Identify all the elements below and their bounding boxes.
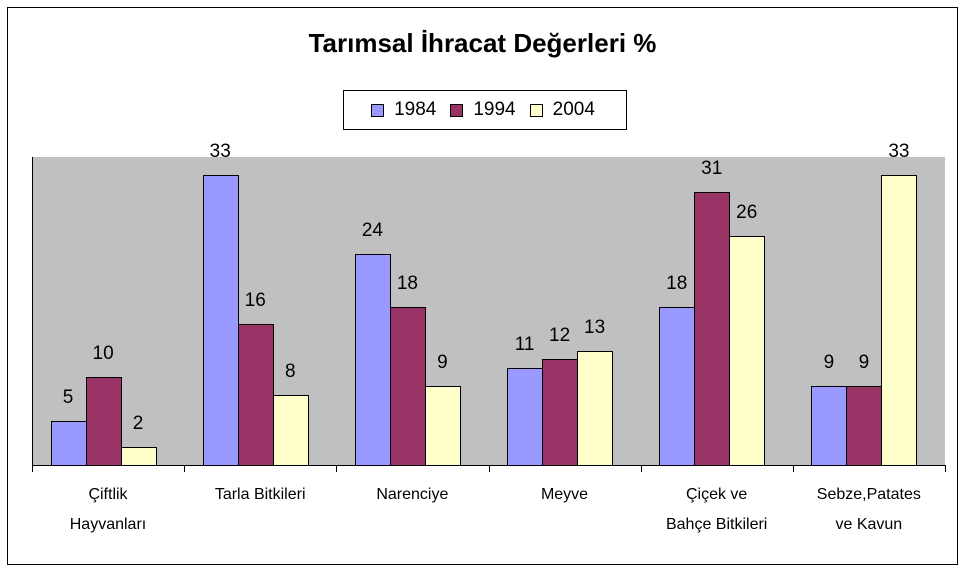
data-label: 33 (209, 140, 231, 162)
bar (542, 359, 579, 466)
bar (237, 324, 274, 466)
bar (507, 368, 544, 466)
legend-label: 1984 (394, 99, 437, 120)
legend-label: 1994 (473, 99, 516, 120)
x-tick-label: Sebze,Patates ve Kavun (816, 486, 921, 533)
data-label: 31 (701, 158, 723, 180)
chart-title: Tarımsal İhracat Değerleri % (308, 28, 657, 58)
data-label: 8 (284, 360, 296, 382)
legend-swatch (450, 103, 464, 117)
data-label: 2 (132, 413, 144, 435)
x-tick-label: Çiçek ve Bahçe Bitkileri (665, 486, 768, 533)
bar (120, 447, 157, 466)
chart-frame (7, 7, 958, 565)
data-label: 11 (514, 334, 535, 356)
bar (272, 394, 309, 466)
category-separator (640, 465, 642, 472)
bar (50, 421, 87, 466)
data-label: 10 (92, 343, 114, 364)
legend-label: 2004 (552, 99, 595, 120)
data-label: 9 (858, 351, 870, 373)
y-axis (32, 157, 33, 465)
data-label: 12 (549, 325, 571, 347)
x-tick-label: Çiftlik Hayvanları (69, 486, 147, 533)
bar (881, 174, 918, 466)
legend: 1984 1994 2004 (343, 90, 627, 130)
category-separator (792, 465, 794, 472)
data-label: 5 (62, 387, 74, 408)
data-label: 13 (584, 316, 606, 338)
x-tick-label: Meyve (540, 486, 589, 503)
category-separator (945, 465, 946, 472)
bar (202, 174, 239, 466)
legend-swatch (529, 103, 543, 117)
bar (729, 236, 766, 466)
bar (811, 385, 848, 466)
legend-swatch (371, 103, 385, 117)
data-label: 24 (361, 219, 383, 241)
plot-area (32, 157, 945, 465)
data-label: 9 (823, 351, 835, 373)
category-separator (488, 465, 490, 472)
data-label: 26 (736, 202, 758, 224)
bar (659, 306, 696, 466)
category-separator (32, 465, 33, 472)
bar (424, 385, 461, 466)
category-separator (336, 465, 338, 472)
bar (694, 192, 731, 466)
x-tick-label: Narenciye (376, 486, 449, 503)
data-label: 9 (437, 351, 448, 373)
bar (577, 350, 614, 466)
data-label: 18 (396, 272, 418, 294)
x-tick-label: Tarla Bitkileri (214, 486, 306, 503)
bar (85, 377, 122, 466)
data-label: 18 (666, 272, 688, 294)
data-label: 16 (244, 290, 266, 312)
category-separator (184, 465, 186, 472)
bar (389, 306, 426, 466)
data-label: 33 (888, 140, 910, 162)
bar (846, 385, 883, 466)
